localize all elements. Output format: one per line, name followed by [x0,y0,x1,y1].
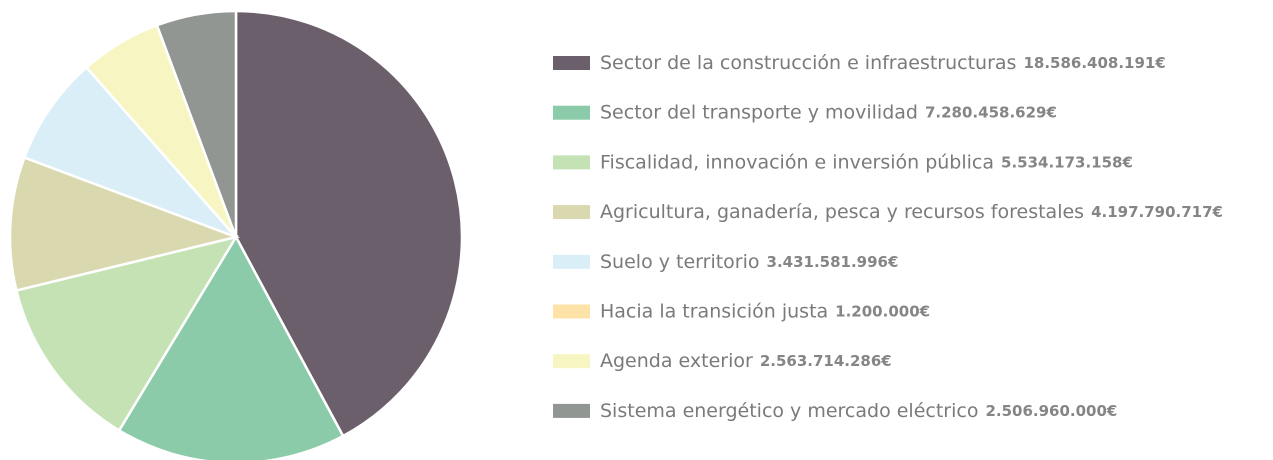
pie-slice [117,234,345,460]
value-label: 3.431.581.996€ [767,252,899,270]
pie-slice [8,155,241,292]
legend-entry: Fiscalidad, innovación e inversión públi… [600,151,1133,173]
legend-swatch [553,403,590,418]
value-label: 2.563.714.286€ [760,352,892,370]
value-label: 2.506.960.000€ [985,401,1117,419]
value-label: 4.197.790.717€ [1091,203,1223,221]
legend-entry: Sector del transporte y movilidad 7.280.4… [600,101,1057,123]
legend-swatch [553,254,590,269]
legend-entry: Suelo y territorio 3.431.581.996€ [600,250,898,272]
legend-entry: Sector de la construcción e infraestruct… [600,52,1166,74]
legend-swatch [553,304,590,319]
value-label: 18.586.408.191€ [1023,54,1165,72]
legend-swatch [553,105,590,120]
value-label: 1.200.000€ [835,302,930,320]
legend-label: Sector de la construcción e infraestruct… [600,52,1016,74]
pie-slice [14,235,239,433]
legend-swatch [553,205,590,220]
legend-label: Sistema energético y mercado eléctrico [600,399,978,421]
legend-entry: Hacia la transición justa 1.200.000€ [600,300,930,322]
legend-swatch [553,354,590,369]
value-label: 5.534.173.158€ [1001,153,1133,171]
legend-swatch [553,155,590,170]
pie-slice [155,9,238,238]
legend-label: Suelo y territorio [600,250,760,272]
pie-slice [234,9,464,438]
legend-label: Agricultura, ganadería, pesca y recursos… [600,201,1084,223]
legend-label: Hacia la transición justa [600,300,828,322]
legend-entry: Sistema energético y mercado eléctrico 2.… [600,399,1117,421]
legend-label: Sector del transporte y movilidad [600,101,918,123]
legend-label: Fiscalidad, innovación e inversión públi… [600,151,994,173]
value-label: 7.280.458.629€ [925,103,1057,121]
legend-entry: Agenda exterior 2.563.714.286€ [600,350,892,372]
pie-slice [22,65,237,239]
legend-label: Agenda exterior [600,350,753,372]
legend-entry: Agricultura, ganadería, pesca y recursos… [600,201,1223,223]
legend-swatch [553,56,590,70]
